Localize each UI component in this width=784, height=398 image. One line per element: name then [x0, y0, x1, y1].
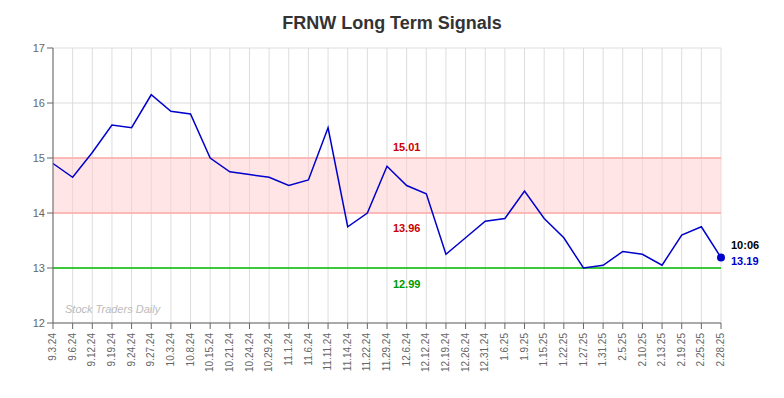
svg-text:9.19.24: 9.19.24	[106, 333, 117, 367]
svg-text:12.26.24: 12.26.24	[460, 333, 471, 372]
svg-text:11.1.24: 11.1.24	[283, 333, 294, 366]
svg-text:11.6.24: 11.6.24	[303, 333, 314, 366]
svg-text:16: 16	[33, 97, 45, 109]
svg-text:1.15.25: 1.15.25	[538, 333, 549, 367]
svg-text:1.22.25: 1.22.25	[558, 333, 569, 367]
svg-text:1.27.25: 1.27.25	[578, 333, 589, 367]
svg-text:12.6.24: 12.6.24	[401, 333, 412, 367]
svg-text:1.31.25: 1.31.25	[597, 333, 608, 367]
svg-text:11.22.24: 11.22.24	[361, 333, 372, 372]
svg-text:13.96: 13.96	[393, 222, 421, 234]
svg-text:9.12.24: 9.12.24	[86, 333, 97, 367]
svg-text:11.11.24: 11.11.24	[322, 333, 333, 371]
svg-text:15.01: 15.01	[393, 141, 421, 153]
svg-text:1.6.25: 1.6.25	[499, 333, 510, 361]
svg-text:1.9.25: 1.9.25	[519, 333, 530, 361]
svg-text:9.6.24: 9.6.24	[67, 333, 78, 361]
svg-text:13: 13	[33, 262, 45, 274]
svg-text:10.15.24: 10.15.24	[204, 333, 215, 372]
svg-text:15: 15	[33, 152, 45, 164]
svg-text:10.21.24: 10.21.24	[224, 333, 235, 372]
svg-text:12.31.24: 12.31.24	[479, 333, 490, 372]
svg-text:2.28.25: 2.28.25	[715, 333, 726, 367]
svg-text:10.3.24: 10.3.24	[165, 333, 176, 367]
svg-text:13.19: 13.19	[731, 255, 759, 267]
svg-text:12: 12	[33, 317, 45, 329]
svg-text:2.5.25: 2.5.25	[617, 333, 628, 361]
svg-text:10:06: 10:06	[731, 239, 759, 251]
svg-text:9.24.24: 9.24.24	[126, 333, 137, 367]
svg-text:10.8.24: 10.8.24	[185, 333, 196, 367]
svg-text:9.27.24: 9.27.24	[145, 333, 156, 367]
svg-text:12.19.24: 12.19.24	[440, 333, 451, 372]
svg-text:2.19.25: 2.19.25	[676, 333, 687, 367]
svg-text:2.10.25: 2.10.25	[637, 333, 648, 367]
svg-text:11.14.24: 11.14.24	[342, 333, 353, 372]
svg-text:12.12.24: 12.12.24	[420, 333, 431, 372]
svg-text:11.29.24: 11.29.24	[381, 333, 392, 372]
html-text:FRNW Long Term Signals: FRNW Long Term Signals	[282, 13, 502, 33]
svg-text:2.25.25: 2.25.25	[695, 333, 706, 367]
svg-text:17: 17	[33, 42, 45, 54]
svg-text:9.3.24: 9.3.24	[47, 333, 58, 361]
svg-text:2.13.25: 2.13.25	[656, 333, 667, 367]
svg-text:10.24.24: 10.24.24	[244, 333, 255, 372]
html-text:Stock Traders Daily: Stock Traders Daily	[65, 303, 161, 315]
svg-text:14: 14	[33, 207, 45, 219]
svg-text:12.99: 12.99	[393, 278, 421, 290]
svg-text:10.29.24: 10.29.24	[263, 333, 274, 372]
